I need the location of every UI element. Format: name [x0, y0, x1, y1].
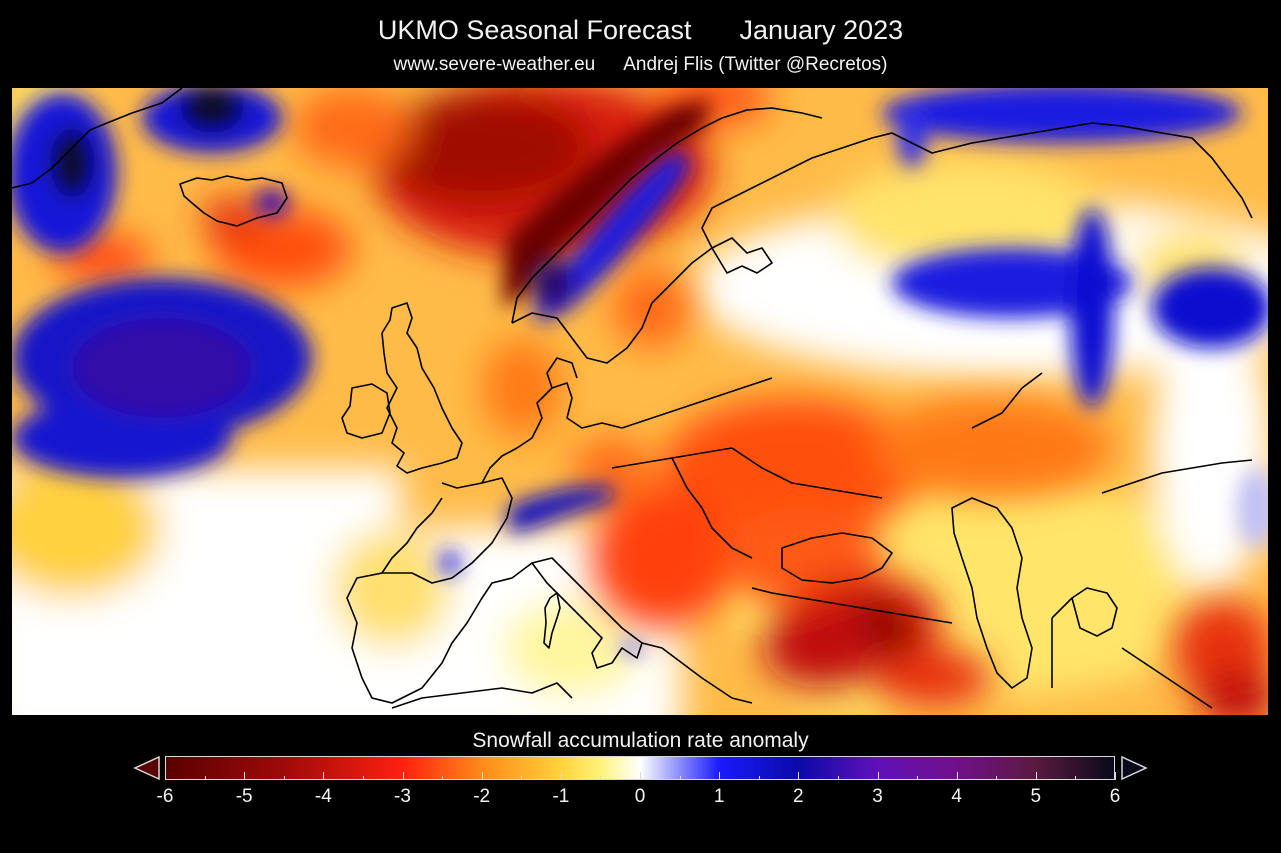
colorbar-minor-tick [996, 776, 998, 780]
colorbar-major-tick [560, 772, 562, 780]
colorbar-major-tick [481, 772, 483, 780]
colorbar-major-tick [956, 772, 958, 780]
colorbar-major-tick [323, 772, 325, 780]
anomaly-field [12, 88, 1268, 715]
colorbar-tick-label: 4 [951, 786, 962, 807]
colorbar-tick-label: -3 [394, 786, 411, 807]
colorbar-minor-tick [837, 776, 839, 780]
colorbar-major-tick [877, 772, 879, 780]
colorbar-tick-label: 6 [1109, 786, 1121, 807]
website-text: www.severe-weather.eu [393, 54, 596, 75]
colorbar-max-extend-arrow [1121, 756, 1148, 781]
colorbar-tick-label: -5 [235, 786, 253, 807]
colorbar-minor-tick [1075, 776, 1077, 780]
colorbar-tick-label: 0 [634, 786, 646, 807]
colorbar-tick-label: 5 [1030, 786, 1042, 807]
colorbar-minor-tick [600, 776, 602, 780]
colorbar-ticks: -6 -5 -4 -3 -2 -1 0 1 2 3 4 5 6 [157, 772, 1120, 810]
colorbar-major-tick [1115, 772, 1116, 780]
colorbar-tick-label: 3 [872, 786, 883, 807]
colorbar-tick-label: -1 [552, 786, 570, 807]
colorbar-tick-label: -6 [156, 786, 174, 807]
colorbar-minor-tick [917, 776, 919, 780]
colorbar-minor-tick [758, 776, 760, 780]
colorbar-major-tick [640, 772, 641, 780]
colorbar-minor-tick [442, 776, 444, 780]
chart-title: UKMO Seasonal Forecast January 2023 [0, 15, 1281, 46]
map-svg [12, 88, 1268, 715]
colorbar-minor-tick [204, 776, 206, 780]
colorbar-tick-label: 1 [713, 786, 725, 807]
anomaly-map [12, 88, 1268, 715]
colorbar-major-tick [402, 772, 404, 780]
colorbar-tick-label: -2 [473, 786, 491, 807]
colorbar-minor-tick [521, 776, 523, 780]
coastlines [12, 88, 1253, 709]
title-text: UKMO Seasonal Forecast [377, 15, 692, 45]
colorbar-major-tick [798, 772, 800, 780]
colorbar-minor-tick [362, 776, 364, 780]
period-text: January 2023 [739, 15, 904, 45]
colorbar-minor-tick [283, 776, 285, 780]
colorbar-minor-tick [679, 776, 681, 780]
colorbar-min-extend-arrow [133, 756, 160, 781]
colorbar-major-tick [1035, 772, 1037, 780]
author-text: Andrej Flis (Twitter @Recretos) [623, 54, 888, 75]
colorbar-major-tick [165, 772, 166, 780]
colorbar-major-tick [719, 772, 721, 780]
colorbar-label: Snowfall accumulation rate anomaly [472, 729, 809, 752]
colorbar-major-tick [244, 772, 246, 780]
chart-subtitle: www.severe-weather.eu Andrej Flis (Twitte… [0, 54, 1281, 76]
colorbar-tick-label: 2 [793, 786, 804, 807]
colorbar-tick-label: -4 [314, 786, 332, 807]
